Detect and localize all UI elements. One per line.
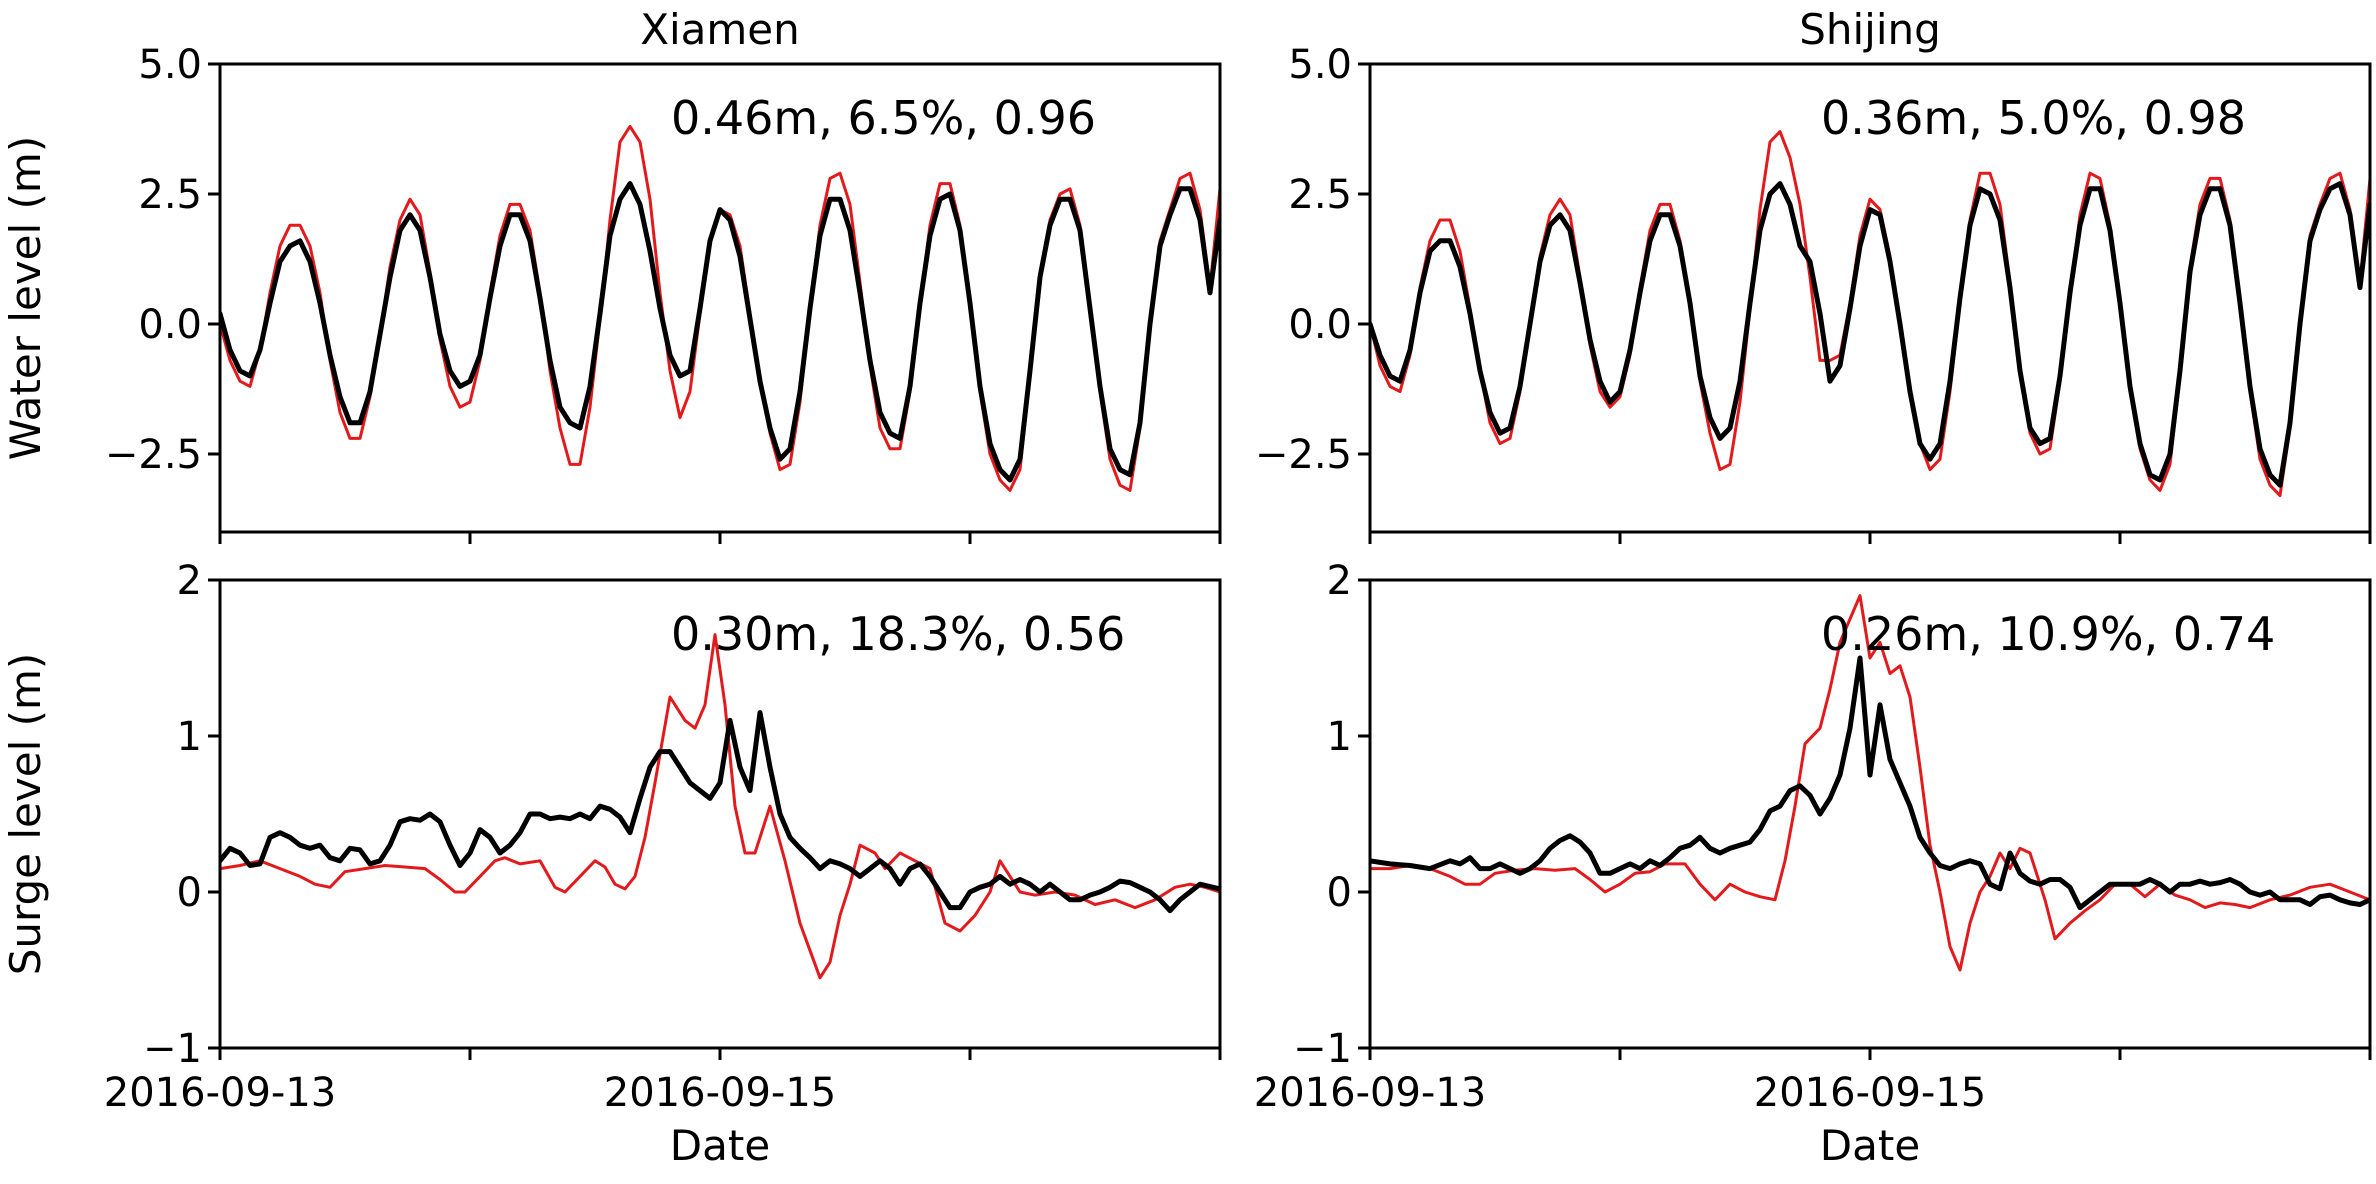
y-tick-label: 2 <box>177 558 202 604</box>
y-axis-label: Water level (m) <box>1 136 50 460</box>
y-tick-label: 2.5 <box>138 172 202 218</box>
series-group <box>1370 594 2370 972</box>
y-tick-label: −2.5 <box>1255 432 1352 478</box>
panel-1: −2.5 0.0 2.5 5.0 Shijing 0.36m, 5.0%, 0.98 <box>1255 5 2372 544</box>
y-tick-label: −1 <box>143 1026 202 1072</box>
y-tick-label: 1 <box>1327 714 1352 760</box>
panel-title: Shijing <box>1799 5 1941 54</box>
series-group <box>1370 130 2370 498</box>
y-tick-label: 5.0 <box>1288 42 1352 88</box>
x-axis-label: Date <box>670 1121 770 1170</box>
metrics-annotation: 0.46m, 6.5%, 0.96 <box>671 91 1096 145</box>
y-tick-label: −2.5 <box>105 432 202 478</box>
y-tick-label: −1 <box>1293 1026 1352 1072</box>
y-tick-label: 0 <box>1327 870 1352 916</box>
series-group <box>220 633 1220 980</box>
simulated-series-line <box>220 181 1220 483</box>
panel-title: Xiamen <box>640 5 800 54</box>
observed-series-line <box>1370 130 2370 498</box>
series-group <box>220 124 1220 492</box>
x-tick-label: 2016-09-15 <box>604 1070 836 1116</box>
metrics-annotation: 0.36m, 5.0%, 0.98 <box>1821 91 2246 145</box>
y-tick-label: 2 <box>1327 558 1352 604</box>
simulated-series-line <box>1370 655 2370 911</box>
y-axis-label: Surge level (m) <box>1 653 50 976</box>
simulated-series-line <box>220 710 1220 914</box>
y-tick-label: 5.0 <box>138 42 202 88</box>
simulated-series-line <box>1370 181 2370 488</box>
y-tick-label: 0.0 <box>1288 302 1352 348</box>
x-tick-label: 2016-09-13 <box>104 1070 336 1116</box>
y-tick-label: 1 <box>177 714 202 760</box>
observed-series-line <box>220 124 1220 492</box>
metrics-annotation: 0.26m, 10.9%, 0.74 <box>1821 607 2275 661</box>
panel-2: −1 0 1 2 2016-09-13 2016-09-15 Surge level (m)… <box>1 558 1222 1170</box>
y-tick-label: 2.5 <box>1288 172 1352 218</box>
y-tick-label: 0 <box>177 870 202 916</box>
x-axis-label: Date <box>1820 1121 1920 1170</box>
panel-0: −2.5 0.0 2.5 5.0 Xiamen Water level (m) 0.46m,… <box>1 5 1222 544</box>
x-tick-label: 2016-09-15 <box>1754 1070 1986 1116</box>
metrics-annotation: 0.30m, 18.3%, 0.56 <box>671 607 1125 661</box>
y-tick-label: 0.0 <box>138 302 202 348</box>
observed-series-line <box>220 633 1220 980</box>
x-tick-label: 2016-09-13 <box>1254 1070 1486 1116</box>
panel-3: −1 0 1 2 2016-09-13 2016-09-15 Date 0.26m, 10.9… <box>1254 558 2372 1170</box>
